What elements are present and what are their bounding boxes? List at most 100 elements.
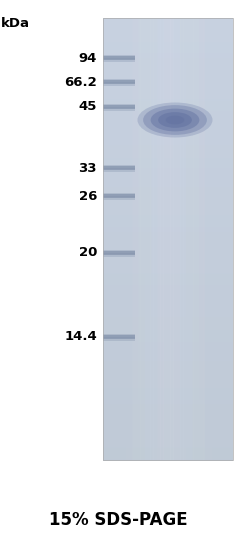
Bar [160, 18, 161, 460]
Bar [103, 142, 233, 144]
Bar [106, 18, 107, 460]
Bar [103, 61, 233, 63]
Bar [103, 223, 233, 225]
Bar [103, 139, 233, 141]
Bar [103, 109, 233, 111]
Bar [103, 366, 233, 367]
Bar [103, 184, 233, 186]
Bar [212, 18, 213, 460]
Bar [103, 398, 233, 400]
Bar [185, 18, 186, 460]
Bar [103, 192, 233, 194]
Text: 20: 20 [79, 247, 97, 260]
Bar [103, 441, 233, 443]
Bar [226, 18, 227, 460]
Bar [186, 18, 187, 460]
Bar [103, 446, 233, 447]
Bar [103, 229, 233, 231]
Bar [202, 18, 203, 460]
Bar [200, 18, 201, 460]
Bar [103, 332, 233, 334]
Bar [103, 28, 233, 30]
Bar [224, 18, 225, 460]
Bar [103, 36, 233, 37]
Ellipse shape [151, 108, 199, 131]
Bar [103, 264, 233, 266]
Bar [103, 205, 233, 207]
Bar [156, 18, 157, 460]
Bar [218, 18, 219, 460]
Bar [103, 224, 233, 226]
Bar [103, 245, 233, 247]
Bar [108, 18, 109, 460]
Bar [211, 18, 212, 460]
Bar [103, 81, 135, 86]
Bar [103, 459, 233, 461]
Bar [103, 434, 233, 435]
Bar [206, 18, 207, 460]
Bar [103, 182, 233, 184]
Bar [107, 18, 108, 460]
Bar [127, 18, 128, 460]
Bar [123, 18, 124, 460]
Bar [103, 325, 233, 326]
Bar [103, 261, 233, 263]
Bar [151, 18, 152, 460]
Bar [103, 362, 233, 363]
Bar [103, 121, 233, 123]
Bar [217, 18, 218, 460]
Bar [143, 18, 144, 460]
Bar [154, 18, 155, 460]
Bar [103, 195, 233, 197]
Bar [153, 18, 154, 460]
Bar [103, 211, 233, 213]
Bar [181, 18, 182, 460]
Bar [120, 18, 121, 460]
Bar [103, 450, 233, 451]
Bar [103, 179, 233, 180]
Bar [150, 18, 151, 460]
Bar [223, 18, 224, 460]
Bar [166, 18, 167, 460]
Bar [103, 69, 233, 72]
Bar [103, 99, 233, 101]
Bar [103, 302, 233, 304]
Bar [111, 18, 112, 460]
Ellipse shape [166, 115, 184, 124]
Bar [103, 272, 233, 273]
Bar [207, 18, 208, 460]
Bar [103, 55, 233, 57]
Bar [201, 18, 202, 460]
Bar [138, 18, 139, 460]
Bar [164, 18, 165, 460]
Bar [103, 289, 233, 291]
Bar [109, 18, 110, 460]
Bar [103, 242, 233, 244]
Bar [103, 376, 233, 378]
Ellipse shape [143, 105, 207, 135]
Bar [143, 18, 144, 460]
Bar [146, 18, 147, 460]
Bar [103, 194, 135, 198]
Bar [103, 351, 233, 353]
Bar [145, 18, 146, 460]
Bar [164, 18, 165, 460]
Bar [103, 283, 233, 285]
Bar [143, 18, 144, 460]
Bar [103, 92, 233, 94]
Bar [103, 305, 233, 307]
Bar [103, 254, 233, 256]
Bar [103, 62, 233, 64]
Bar [103, 46, 233, 48]
Bar [181, 18, 182, 460]
Bar [103, 350, 233, 351]
Bar [144, 18, 145, 460]
Bar [103, 171, 233, 173]
Bar [222, 18, 223, 460]
Bar [103, 337, 135, 340]
Bar [103, 397, 233, 398]
Bar [103, 342, 233, 344]
Bar [142, 18, 143, 460]
Bar [146, 18, 147, 460]
Bar [127, 18, 128, 460]
